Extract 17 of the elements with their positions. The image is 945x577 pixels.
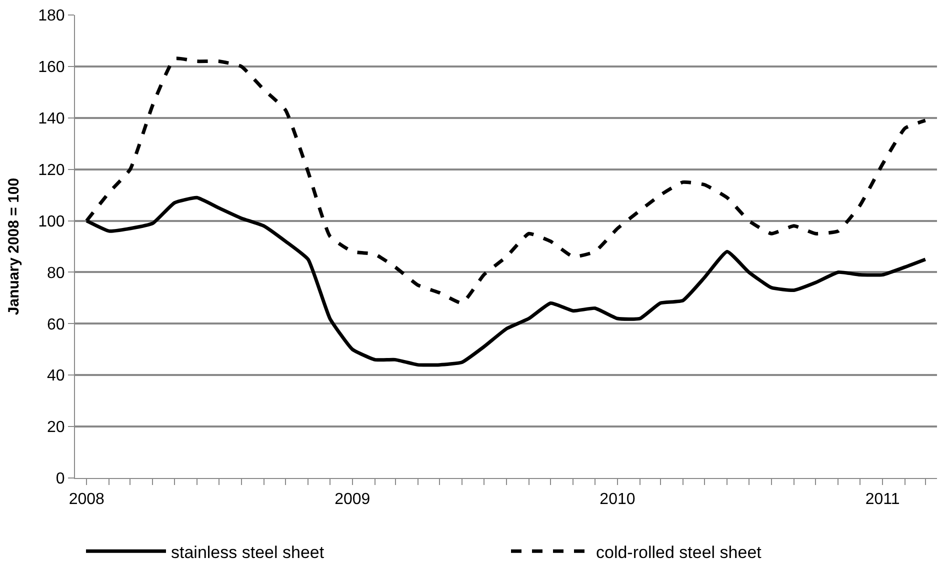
y-tick-label: 180 [38, 8, 65, 25]
y-tick-label: 0 [56, 470, 65, 488]
x-tick-label: 2011 [865, 491, 900, 508]
legend-label: stainless steel sheet [171, 542, 324, 562]
y-tick-label: 20 [47, 419, 65, 436]
y-tick-label: 160 [38, 59, 65, 76]
y-axis-title: January 2008 = 100 [5, 178, 22, 316]
x-tick-label: 2008 [68, 491, 105, 508]
y-tick-label: 60 [47, 316, 65, 334]
y-tick-label: 40 [47, 368, 65, 385]
y-tick-label: 120 [38, 162, 65, 179]
y-tick-label: 80 [47, 264, 65, 282]
x-tick-label: 2010 [600, 491, 636, 508]
y-tick-label: 100 [38, 213, 65, 230]
y-tick-label: 140 [38, 110, 65, 128]
x-tick-label: 2009 [334, 491, 370, 508]
legend-label: cold-rolled steel sheet [596, 542, 762, 562]
